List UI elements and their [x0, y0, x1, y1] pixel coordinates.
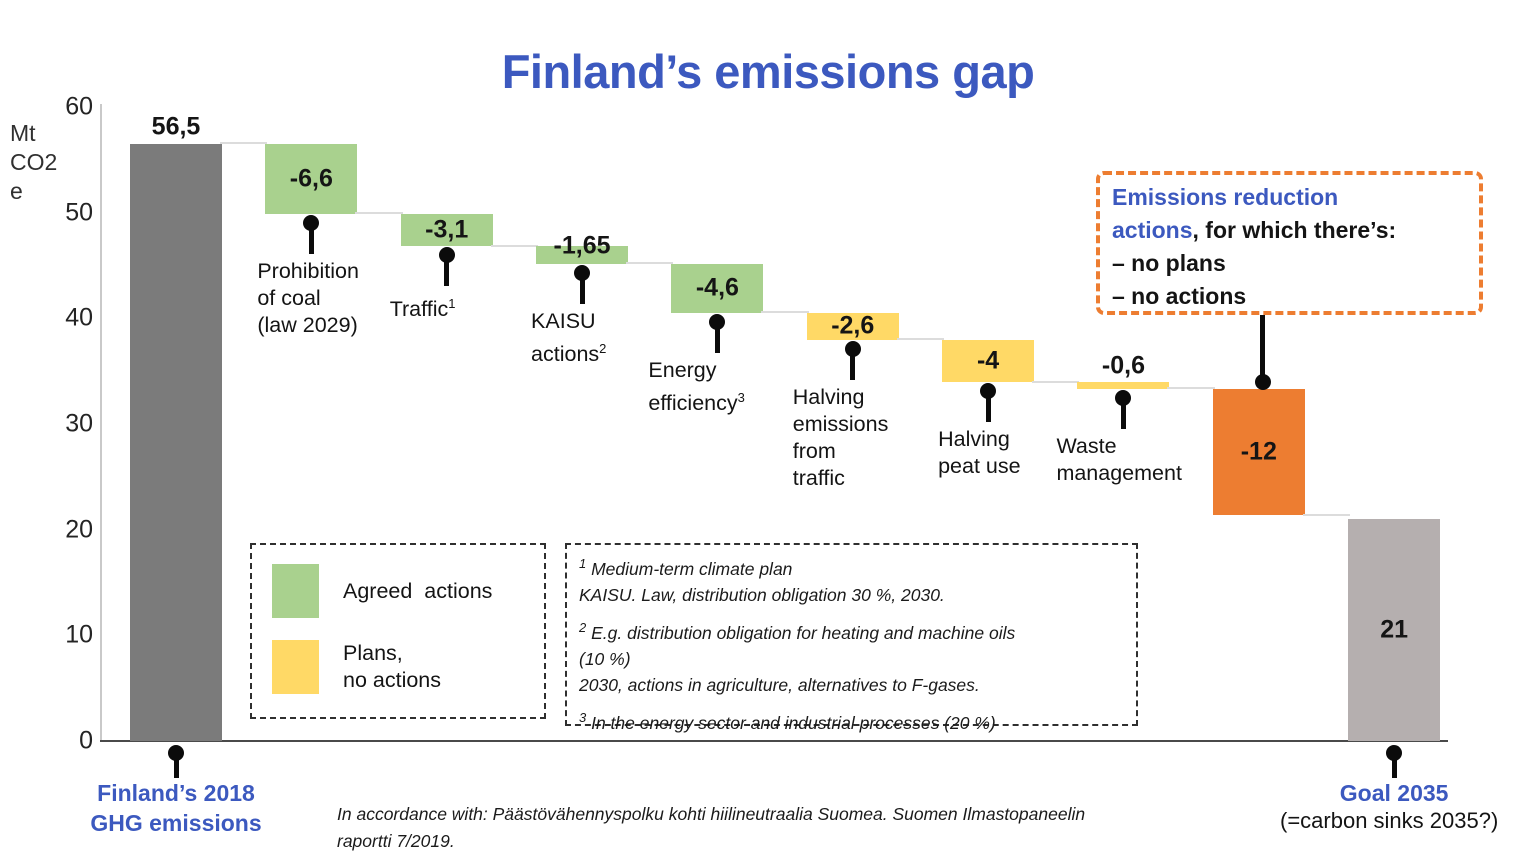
- pin-dot: [1115, 389, 1132, 406]
- y-axis-line: [100, 104, 102, 741]
- annotation-line: – no actions: [1112, 283, 1247, 309]
- waterfall-bar: [942, 339, 1035, 383]
- pin-dot: [574, 264, 591, 281]
- pin-label: Traffic1: [389, 296, 456, 322]
- y-axis-tick-label: 50: [65, 198, 93, 227]
- pin-label: Finland’s 2018 GHG emissions: [90, 780, 262, 836]
- y-axis-tick-label: 40: [65, 303, 93, 332]
- pin-label: Goal 2035: [1339, 780, 1449, 806]
- waterfall-bar: [1348, 519, 1441, 741]
- pin-dot: [1386, 745, 1403, 761]
- pin-label: Prohibition of coal (law 2029): [257, 258, 359, 337]
- bar-value-label: -12: [1240, 437, 1277, 466]
- waterfall-bar: [1077, 382, 1170, 389]
- waterfall-bar: [130, 143, 222, 741]
- bar-value-label: 21: [1380, 615, 1409, 644]
- annotation-line: actions, for which there’s:: [1112, 217, 1397, 243]
- waterfall-bar: [265, 143, 358, 214]
- y-axis-tick-label: 60: [65, 92, 93, 121]
- legend-label: Plans, no actions: [343, 641, 442, 692]
- bar-value-label: 56,5: [151, 112, 201, 141]
- footnote-item: 1 Medium-term climate plan KAISU. Law, di…: [579, 556, 945, 605]
- pin-dot: [438, 247, 455, 264]
- connector-line: [1032, 380, 1080, 383]
- connector-line: [761, 311, 809, 314]
- pin-label: KAISU actions2: [531, 308, 607, 367]
- pin-stem: [1120, 397, 1126, 429]
- pin-stem: [1391, 753, 1397, 778]
- pin-label: Halving emissions from traffic: [792, 384, 889, 490]
- pin-stem: [308, 222, 314, 254]
- annotation-line: – no plans: [1112, 250, 1226, 276]
- connector-line: [490, 244, 539, 247]
- pin-dot: [303, 214, 320, 231]
- pin-dot: [709, 313, 726, 330]
- waterfall-bar: [806, 312, 899, 340]
- legend-item: Agreed actions: [272, 564, 492, 618]
- y-axis-tick-label: 20: [65, 515, 93, 544]
- bar-value-label: -4,6: [695, 273, 739, 302]
- annotation-box: Emissions reduction actions, for which th…: [1096, 171, 1483, 315]
- annotation-line: Emissions reduction: [1112, 184, 1339, 210]
- bar-value-label: -3,1: [425, 215, 469, 244]
- pin-dot: [844, 340, 861, 357]
- pin-stem: [444, 255, 450, 287]
- footnote-item: 2 E.g. distribution obligation for heati…: [579, 619, 1016, 695]
- waterfall-bar: [400, 213, 493, 247]
- footnotes-box: 1 Medium-term climate plan KAISU. Law, di…: [565, 543, 1138, 732]
- legend-box: Agreed actions Plans, no actions: [250, 543, 546, 719]
- connector-line: [220, 142, 268, 145]
- connector-line: [626, 262, 674, 265]
- bar-value-label: -4: [976, 346, 1000, 375]
- pin-dot: [168, 745, 184, 761]
- x-axis-line: [100, 740, 1448, 742]
- waterfall-bar: [536, 246, 629, 264]
- bar-value-label: -6,6: [289, 164, 333, 193]
- source-note: In accordance with: Päästövähennyspolku …: [337, 804, 1086, 851]
- pin-label: Energy efficiency3: [648, 357, 745, 415]
- legend-item: Plans, no actions: [272, 640, 441, 694]
- connector-line: [1302, 513, 1351, 516]
- bar-value-label: -1,65: [553, 231, 611, 260]
- pin-stem: [850, 348, 856, 380]
- pin-label: Waste management: [1056, 433, 1182, 485]
- bar-value-label: -0,6: [1101, 351, 1145, 380]
- pin-dot: [1254, 373, 1271, 390]
- pin-dot: [980, 383, 997, 400]
- pin-label: Halving peat use: [938, 427, 1021, 479]
- bar-value-label: -2,6: [831, 311, 875, 340]
- waterfall-bar: [671, 263, 764, 313]
- connector-line: [355, 212, 403, 215]
- pin-sub-label: (=carbon sinks 2035?): [1279, 808, 1499, 833]
- connector-line: [896, 338, 945, 341]
- page-title: Finland’s emissions gap: [501, 45, 1035, 98]
- pin-stem: [1260, 315, 1266, 382]
- waterfall-bar: [1212, 388, 1305, 516]
- pin-stem: [985, 391, 991, 423]
- y-axis-unit-label: Mt CO2 e: [10, 120, 58, 204]
- y-axis-tick-label: 30: [65, 409, 93, 438]
- footnote-item: 3 In the energy sector and industrial pr…: [579, 709, 996, 733]
- y-axis-tick-label: 10: [65, 620, 93, 649]
- legend-label: Agreed actions: [343, 578, 493, 603]
- pin-stem: [714, 321, 720, 353]
- y-axis-tick-label: 0: [79, 726, 93, 755]
- pin-stem: [579, 272, 585, 304]
- legend-swatch-agreed: [272, 564, 319, 618]
- pin-stem: [173, 753, 179, 778]
- legend-swatch-plans: [272, 640, 319, 694]
- connector-line: [1167, 387, 1215, 390]
